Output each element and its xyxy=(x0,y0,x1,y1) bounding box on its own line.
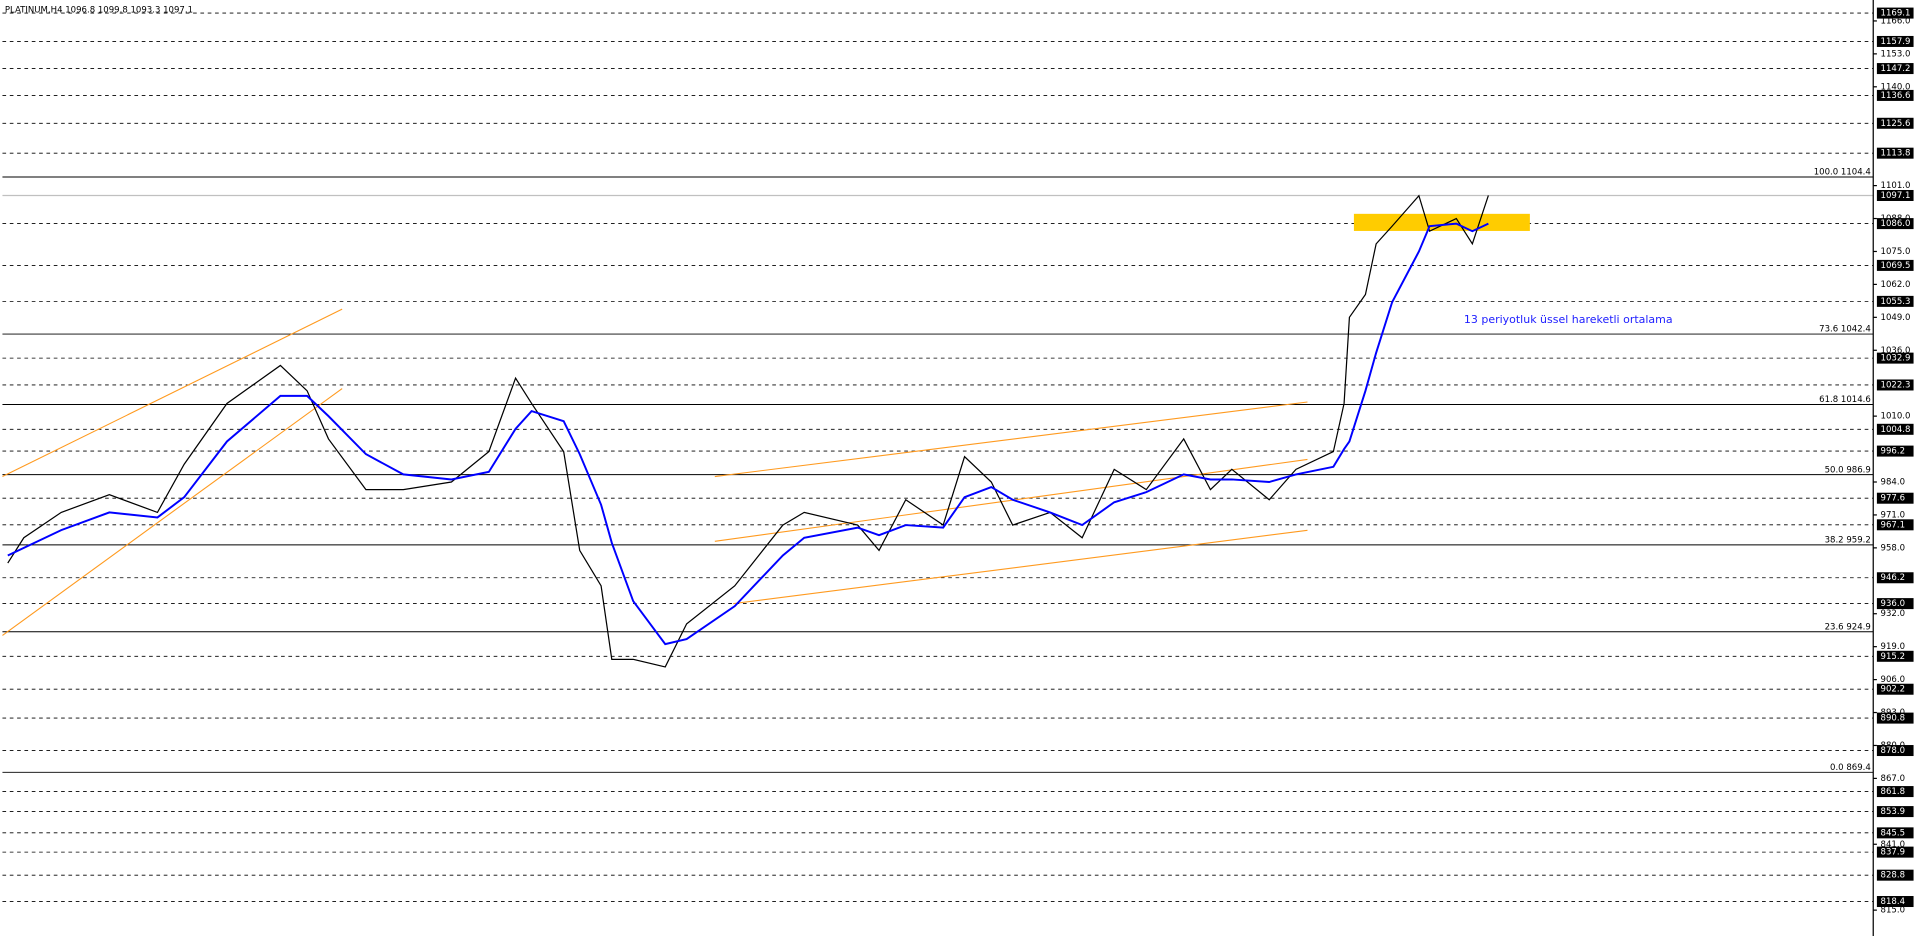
y-tick-label: 1075.0 xyxy=(1881,247,1911,257)
y-tick-label: 984.0 xyxy=(1881,478,1905,488)
level-label: 936.0 xyxy=(1881,599,1905,609)
level-label-box xyxy=(1876,846,1914,858)
level-label: 1147.2 xyxy=(1881,64,1911,74)
fib-label: 100.0 1104.4 xyxy=(1814,168,1871,178)
y-tick-label: 1062.0 xyxy=(1881,280,1911,290)
level-label-box xyxy=(1876,896,1914,908)
level-label: 902.2 xyxy=(1881,685,1905,695)
price-line xyxy=(7,194,1489,668)
y-tick-label: 1036.0 xyxy=(1881,346,1911,356)
level-label: 890.8 xyxy=(1881,714,1905,724)
level-label-box xyxy=(1876,572,1914,584)
level-label-box xyxy=(1876,786,1914,798)
current-price-label: 1097.1 xyxy=(1881,191,1911,201)
level-label: 878.0 xyxy=(1881,746,1905,756)
y-tick-label: 1049.0 xyxy=(1881,313,1911,323)
level-label-box xyxy=(1876,492,1914,504)
level-label-box xyxy=(1876,745,1914,757)
level-label: 1113.8 xyxy=(1881,149,1911,159)
y-tick-label: 1153.0 xyxy=(1881,49,1911,59)
level-label: 818.4 xyxy=(1881,897,1905,907)
level-label: 1125.6 xyxy=(1881,119,1911,129)
level-label-box xyxy=(1876,806,1914,818)
level-label-box xyxy=(1876,869,1914,881)
y-tick-label: 1166.0 xyxy=(1881,16,1911,26)
level-label-box xyxy=(1876,650,1914,662)
level-label: 946.2 xyxy=(1881,573,1905,583)
channel-line xyxy=(2,308,343,478)
fib-label: 61.8 1014.6 xyxy=(1819,395,1871,405)
channel-line xyxy=(714,401,1308,478)
level-label-box xyxy=(1876,423,1914,435)
y-tick-label: 815.0 xyxy=(1881,906,1905,916)
channel-line xyxy=(733,529,1308,605)
y-tick-label: 932.0 xyxy=(1881,609,1905,619)
grid-layer xyxy=(2,12,1874,902)
level-label: 1157.9 xyxy=(1881,37,1911,47)
level-label-box xyxy=(1876,63,1914,75)
level-label-box xyxy=(1876,35,1914,47)
chart-title: PLATINUM,H4 1096.8 1099.8 1093.3 1097.1 xyxy=(5,5,193,15)
y-tick-label: 971.0 xyxy=(1881,510,1905,520)
fib-label: 0.0 869.4 xyxy=(1830,763,1871,773)
y-tick-label: 958.0 xyxy=(1881,543,1905,553)
y-tick-label: 841.0 xyxy=(1881,840,1905,850)
level-label: 915.2 xyxy=(1881,652,1905,662)
level-label-box xyxy=(1876,379,1914,391)
level-label: 1169.1 xyxy=(1881,9,1911,19)
level-label-box xyxy=(1876,683,1914,695)
y-tick-label: 1010.0 xyxy=(1881,412,1911,422)
y-tick-label: 919.0 xyxy=(1881,642,1905,652)
level-label: 1022.3 xyxy=(1881,380,1911,390)
level-label: 861.8 xyxy=(1881,787,1905,797)
level-label: 996.2 xyxy=(1881,447,1905,457)
current-price-box xyxy=(1876,189,1914,201)
level-label-box xyxy=(1876,147,1914,159)
level-label: 1136.6 xyxy=(1881,91,1911,101)
level-label-box xyxy=(1876,89,1914,101)
fib-label: 23.6 924.9 xyxy=(1825,622,1871,632)
channel-line xyxy=(2,388,343,636)
fib-label: 38.2 959.2 xyxy=(1825,535,1871,545)
level-label: 845.5 xyxy=(1881,828,1905,838)
level-label: 828.8 xyxy=(1881,871,1905,881)
level-label: 967.1 xyxy=(1881,520,1905,530)
highlight-zone xyxy=(1353,213,1530,231)
level-label-box xyxy=(1876,712,1914,724)
level-label-box xyxy=(1876,259,1914,271)
level-label: 1004.8 xyxy=(1881,425,1911,435)
level-label-box xyxy=(1876,295,1914,307)
level-label: 1069.5 xyxy=(1881,261,1911,271)
ema-line xyxy=(7,222,1489,646)
axis-layer: 1166.01153.01140.01101.01088.01075.01062… xyxy=(1814,7,1914,916)
trend-channels xyxy=(2,308,1308,636)
y-tick-label: 1140.0 xyxy=(1881,82,1911,92)
level-label: 1032.9 xyxy=(1881,354,1911,364)
level-label-box xyxy=(1876,445,1914,457)
channel-line xyxy=(714,458,1308,542)
level-label-box xyxy=(1876,218,1914,230)
plot-layer xyxy=(7,194,1489,668)
level-label-box xyxy=(1876,7,1914,19)
level-label-box xyxy=(1876,519,1914,531)
level-label-box xyxy=(1876,117,1914,129)
level-label: 977.6 xyxy=(1881,494,1905,504)
level-label: 1055.3 xyxy=(1881,297,1911,307)
level-label-box xyxy=(1876,827,1914,839)
y-tick-label: 867.0 xyxy=(1881,774,1905,784)
y-tick-label: 906.0 xyxy=(1881,675,1905,685)
fib-label: 73.6 1042.4 xyxy=(1819,325,1871,335)
level-label-box xyxy=(1876,352,1914,364)
annotation: 13 periyotluk üssel hareketli ortalama xyxy=(1464,313,1673,326)
level-label-box xyxy=(1876,598,1914,610)
level-label: 1086.0 xyxy=(1881,219,1911,229)
level-label: 853.9 xyxy=(1881,807,1905,817)
fib-label: 50.0 986.9 xyxy=(1825,465,1871,475)
level-label: 837.9 xyxy=(1881,848,1905,858)
y-tick-label: 1101.0 xyxy=(1881,181,1911,191)
